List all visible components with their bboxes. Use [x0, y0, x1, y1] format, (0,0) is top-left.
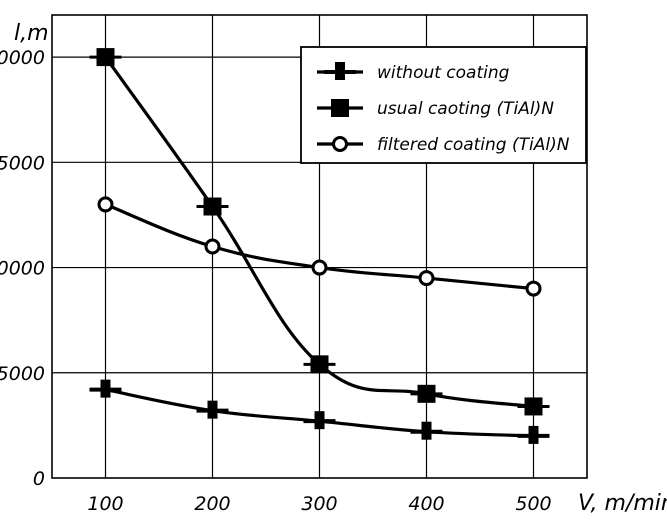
series-open-circle: [97, 196, 542, 297]
legend-entry: filtered coating (TiAl)N: [317, 135, 570, 155]
data-point: [418, 270, 435, 287]
x-axis-label: V, m/min: [578, 491, 667, 516]
series-filled-square: [89, 48, 550, 416]
legend-marker: [324, 99, 356, 117]
legend-entry: without coating: [317, 62, 510, 83]
data-point: [303, 355, 336, 374]
y-tick-label: 15000: [0, 152, 45, 174]
x-tick-label: 500: [515, 493, 551, 515]
legend-marker: [324, 62, 356, 80]
y-tick-label: 5000: [0, 363, 45, 385]
data-point: [410, 384, 443, 403]
legend-marker: [332, 136, 348, 152]
y-tick-label: 0: [33, 468, 45, 490]
y-axis-label: l,m: [14, 21, 49, 46]
data-point: [303, 411, 336, 430]
legend-entry: usual caoting (TiAl)N: [317, 99, 554, 119]
data-point: [311, 259, 328, 276]
data-point: [517, 397, 550, 416]
y-tick-label: 20000: [0, 47, 45, 69]
legend-label: without coating: [377, 63, 510, 83]
data-point: [525, 280, 542, 297]
x-tick-label: 400: [408, 493, 444, 515]
legend-label: filtered coating (TiAl)N: [377, 135, 570, 155]
series-cross: [89, 379, 550, 444]
series: [89, 48, 550, 444]
data-point: [204, 238, 221, 255]
data-point: [196, 197, 229, 216]
data-point: [97, 196, 114, 213]
data-point: [89, 379, 122, 398]
legend-label: usual caoting (TiAl)N: [377, 99, 554, 119]
data-point: [196, 400, 229, 419]
y-tick-label: 10000: [0, 258, 45, 280]
tick-labels: 10020030040050005000100001500020000: [0, 47, 552, 515]
x-tick-label: 300: [301, 493, 337, 515]
x-tick-label: 200: [194, 493, 230, 515]
x-tick-label: 100: [87, 493, 123, 515]
data-point: [410, 421, 443, 440]
data-point: [89, 48, 122, 67]
series-line: [103, 55, 536, 409]
legend: without coating usual caoting (TiAl)N filt…: [300, 46, 587, 164]
data-point: [517, 425, 550, 444]
